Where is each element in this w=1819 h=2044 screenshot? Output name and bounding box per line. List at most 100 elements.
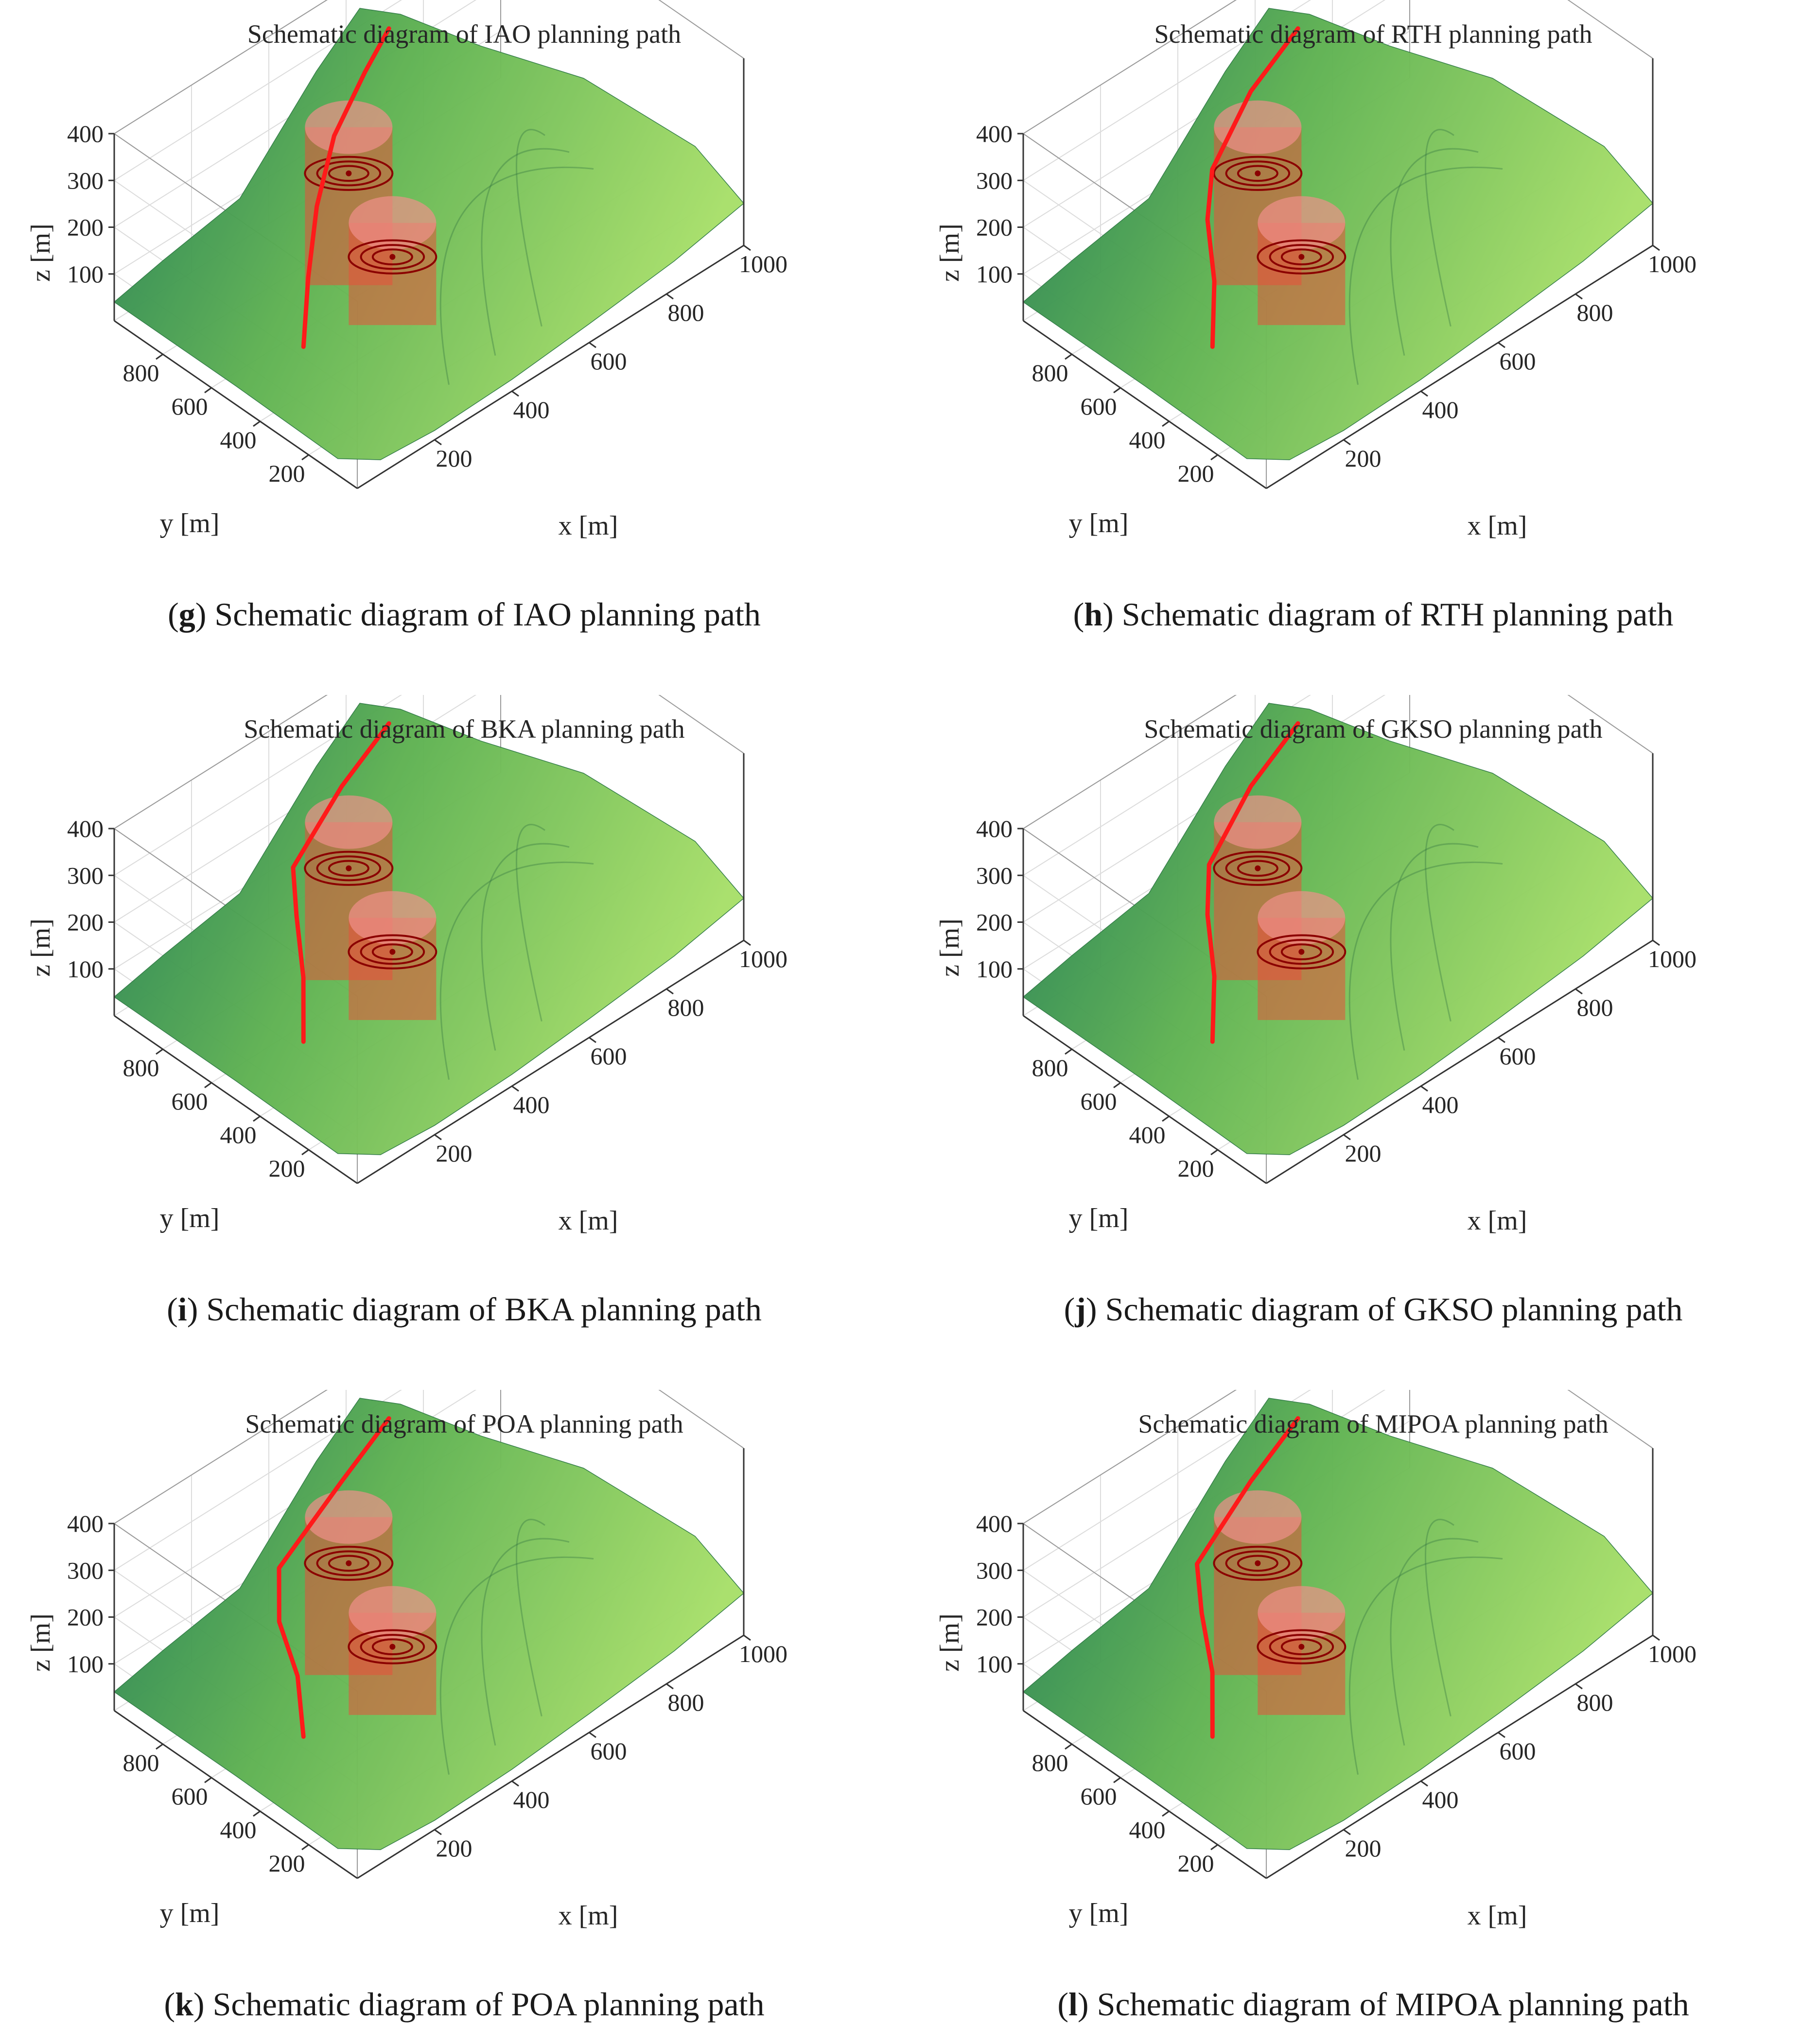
x-axis-label: x [m] bbox=[1468, 511, 1527, 541]
chart-title: Schematic diagram of RTH planning path bbox=[1154, 19, 1592, 49]
z-tick-label: 400 bbox=[67, 815, 104, 842]
axis-line bbox=[114, 1710, 358, 1879]
threat-ring bbox=[304, 850, 394, 886]
threat-ring bbox=[1280, 943, 1322, 960]
y-tick-mark bbox=[204, 387, 212, 394]
z-tick-label: 100 bbox=[67, 955, 104, 983]
threat-ring bbox=[304, 1545, 394, 1581]
y-tick-label: 200 bbox=[269, 1155, 305, 1182]
caption-letter: g bbox=[178, 596, 195, 633]
chart-title: Schematic diagram of IAO planning path bbox=[247, 19, 681, 49]
panel-h: Schematic diagram of RTH planning path 20… bbox=[938, 0, 1808, 641]
z-tick-label: 100 bbox=[976, 955, 1013, 983]
x-tick-label: 200 bbox=[1345, 1835, 1382, 1862]
caption-letter: i bbox=[177, 1291, 187, 1328]
threat-ring bbox=[348, 1629, 437, 1664]
threat-ring bbox=[1225, 855, 1291, 882]
x-tick-label: 600 bbox=[1500, 1042, 1536, 1070]
y-tick-label: 400 bbox=[220, 426, 257, 453]
threat-ring bbox=[1269, 244, 1334, 270]
axis-line bbox=[1266, 244, 1653, 489]
z-tick-label: 400 bbox=[976, 120, 1013, 147]
y-tick-mark bbox=[1065, 353, 1072, 360]
axis-line bbox=[1023, 320, 1267, 489]
threat-cylinder-top bbox=[305, 100, 393, 154]
z-tick-label: 300 bbox=[67, 1557, 104, 1584]
threat-center bbox=[1298, 949, 1305, 955]
x-tick-mark bbox=[1343, 1829, 1351, 1836]
z-tick-label: 100 bbox=[67, 260, 104, 288]
terrain-ridge bbox=[516, 1519, 545, 1716]
y-tick-mark bbox=[1113, 1777, 1121, 1784]
threat-cylinder-top bbox=[349, 891, 437, 945]
x-tick-label: 1000 bbox=[739, 1640, 787, 1667]
x-tick-label: 600 bbox=[591, 1737, 627, 1765]
threat-center bbox=[346, 170, 352, 176]
y-tick-label: 800 bbox=[1032, 1749, 1068, 1776]
x-tick-label: 800 bbox=[668, 299, 704, 326]
caption-text: Schematic diagram of GKSO planning path bbox=[1105, 1291, 1683, 1328]
y-axis-label: y [m] bbox=[1069, 508, 1129, 538]
y-tick-mark bbox=[1065, 1743, 1072, 1750]
box-edge bbox=[658, 695, 744, 754]
y-tick-label: 400 bbox=[1129, 426, 1166, 453]
terrain-ridge bbox=[1425, 129, 1454, 327]
y-tick-label: 600 bbox=[1081, 1783, 1117, 1810]
x-tick-mark bbox=[743, 244, 751, 251]
y-tick-label: 800 bbox=[123, 359, 159, 386]
terrain-ridge bbox=[439, 1556, 594, 1775]
threat-ring bbox=[1237, 860, 1278, 877]
y-tick-label: 200 bbox=[1178, 460, 1214, 487]
z-axis-label: z [m] bbox=[29, 918, 56, 977]
x-tick-label: 800 bbox=[1577, 299, 1613, 326]
threat-center bbox=[346, 865, 352, 871]
threat-ring bbox=[1280, 1638, 1322, 1655]
axis-line bbox=[357, 244, 744, 489]
terrain-ridge bbox=[481, 1538, 570, 1746]
z-tick-label: 100 bbox=[976, 260, 1013, 288]
box-edge bbox=[1567, 1390, 1653, 1449]
box-edge bbox=[1023, 1390, 1237, 1524]
threat-ring bbox=[1257, 934, 1347, 970]
planned-path bbox=[277, 1416, 391, 1739]
threat-cylinder-top bbox=[349, 1586, 437, 1640]
y-tick-mark bbox=[1065, 1048, 1072, 1055]
x-tick-mark bbox=[1498, 342, 1505, 348]
threat-cylinder-top bbox=[1258, 891, 1346, 945]
x-tick-label: 400 bbox=[513, 1786, 550, 1813]
x-tick-mark bbox=[1575, 1683, 1583, 1690]
caption-j: (j) Schematic diagram of GKSO planning p… bbox=[1064, 1291, 1683, 1328]
threat-center bbox=[1255, 170, 1261, 176]
z-tick-label: 400 bbox=[67, 120, 104, 147]
planned-path bbox=[1194, 1416, 1300, 1739]
y-tick-label: 200 bbox=[269, 460, 305, 487]
y-tick-mark bbox=[156, 1743, 163, 1750]
caption-g: (g) Schematic diagram of IAO planning pa… bbox=[168, 596, 761, 633]
x-tick-mark bbox=[1575, 293, 1583, 300]
x-tick-mark bbox=[1498, 1037, 1505, 1043]
terrain-ridge bbox=[481, 843, 570, 1051]
x-tick-mark bbox=[666, 988, 674, 995]
x-tick-label: 200 bbox=[1345, 445, 1382, 472]
threat-ring bbox=[328, 1555, 369, 1572]
threat-cylinder-top bbox=[1214, 100, 1302, 154]
threat-ring bbox=[316, 160, 382, 187]
x-tick-label: 800 bbox=[668, 1689, 704, 1716]
y-tick-mark bbox=[1162, 420, 1170, 427]
terrain-ridge bbox=[1390, 843, 1479, 1051]
threat-ring bbox=[348, 934, 437, 970]
threat-ring bbox=[348, 239, 437, 275]
terrain-ridge bbox=[516, 129, 545, 327]
y-tick-label: 600 bbox=[1081, 393, 1117, 420]
threat-ring bbox=[1257, 1629, 1347, 1664]
chart-title: Schematic diagram of MIPOA planning path bbox=[1138, 1409, 1608, 1438]
box-edge bbox=[1023, 695, 1237, 829]
z-tick-label: 200 bbox=[67, 1604, 104, 1631]
panel-g: Schematic diagram of IAO planning path 20… bbox=[29, 0, 899, 641]
chart-j: Schematic diagram of GKSO planning path 2… bbox=[938, 695, 1697, 1236]
threat-ring bbox=[316, 855, 382, 882]
x-tick-label: 200 bbox=[436, 1140, 472, 1167]
caption-letter: j bbox=[1075, 1291, 1086, 1328]
y-tick-mark bbox=[1162, 1115, 1170, 1122]
axis-line bbox=[1023, 1710, 1267, 1879]
